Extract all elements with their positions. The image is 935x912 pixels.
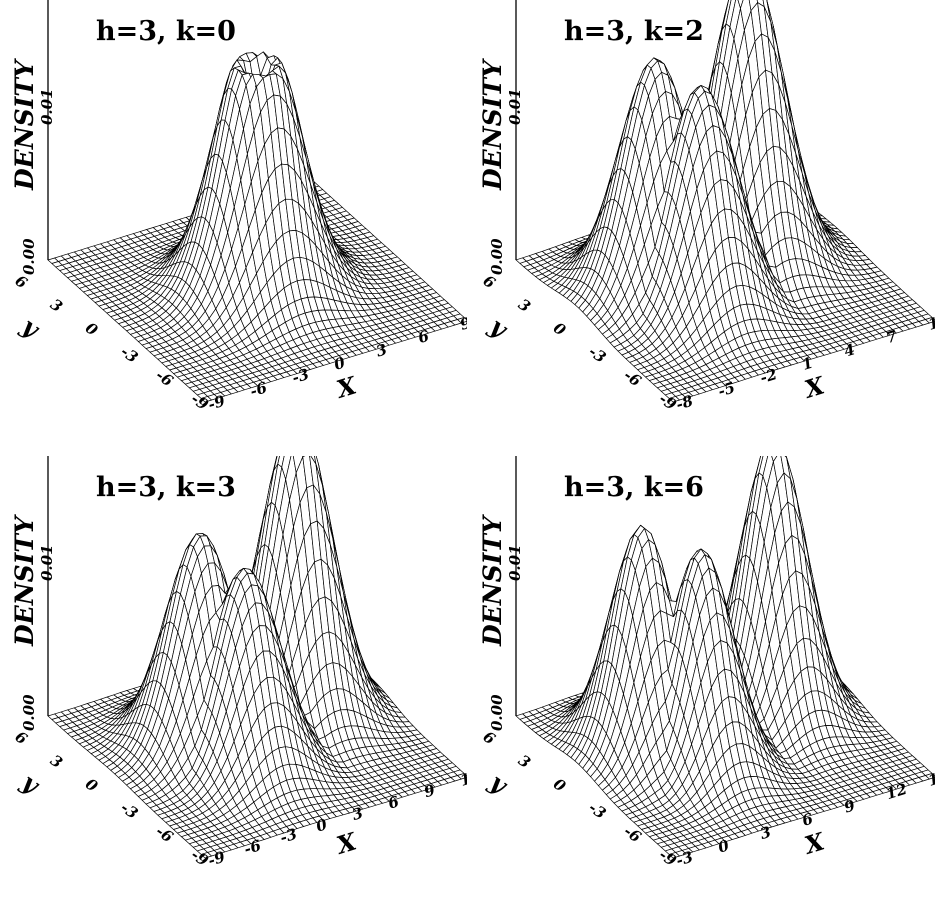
y-tick-label: 0 (82, 775, 101, 796)
z-tick-label: 0.01 (38, 544, 56, 581)
y-tick-label: -3 (585, 342, 609, 366)
y-tick-label: 6 (480, 272, 499, 293)
x-tick-label: -3 (290, 365, 311, 387)
surface-mesh (47, 456, 467, 859)
y-tick-label: 3 (47, 751, 66, 772)
mesh-cell (457, 317, 467, 324)
y-tick-label: 0 (82, 319, 101, 340)
surface-plot-2: h=3, k=2DENSITY0.000.01-8-5-214710630-3-… (478, 0, 935, 414)
mesh-cell (277, 456, 285, 468)
z-tick-label: 0.01 (38, 88, 56, 125)
surface-plot-1: h=3, k=0DENSITY0.000.01-9-6-30369630-3-6… (10, 0, 467, 414)
z-axis-label: DENSITY (10, 58, 39, 191)
x-tick-label: 10 (926, 310, 935, 333)
x-tick-label: 12 (458, 767, 467, 790)
z-axis-label: DENSITY (478, 58, 507, 191)
z-tick-label: 0.00 (20, 238, 38, 275)
y-axis-label: y (16, 311, 47, 345)
mesh-cell (457, 773, 467, 780)
x-tick-label: 4 (842, 340, 857, 360)
y-axis-label: y (16, 767, 47, 801)
panel-title: h=3, k=3 (96, 472, 236, 503)
x-tick-label: -2 (758, 365, 779, 387)
surface-panel-3: h=3, k=3 DENSITY 0.00 0.01 -9 -6 -3 0 3 6 9 12 6 3 0 -3… (0, 456, 467, 912)
mesh-cell (737, 0, 744, 9)
y-tick-label: 3 (515, 295, 534, 316)
z-tick-label: 0.01 (506, 88, 524, 125)
y-tick-label: 6 (12, 728, 31, 749)
y-axis-label: y (484, 311, 515, 345)
x-tick-label: 3 (350, 804, 365, 824)
x-tick-label: -9 (206, 848, 228, 870)
surface-panel-2: h=3, k=2 DENSITY 0.00 0.01 -8 -5 -2 1 4 7 10 6 3 0 -3-… (468, 0, 935, 456)
panel-title: h=3, k=0 (96, 16, 236, 47)
z-tick-label: 0.00 (20, 694, 38, 731)
x-axis-label: X (331, 370, 361, 404)
surface-mesh (515, 0, 935, 403)
z-axis-label: DENSITY (10, 514, 39, 647)
x-tick-label: -5 (716, 378, 737, 400)
x-axis-label: X (799, 370, 829, 404)
x-tick-label: -6 (242, 836, 264, 858)
surface-plot-4: h=3, k=6DENSITY0.000.01-303691215630-3-6… (478, 456, 935, 870)
x-tick-label: -6 (248, 378, 270, 400)
surface-mesh (515, 456, 935, 859)
y-tick-label: 3 (47, 295, 66, 316)
y-tick-label: -3 (117, 342, 141, 366)
x-tick-label: -9 (206, 392, 228, 414)
surface-panel-4: h=3, k=6 DENSITY 0.00 0.01 -3 0 3 6 9 12 15 6 3 0 -3 -6… (468, 456, 935, 912)
x-tick-label: -8 (674, 392, 696, 414)
x-tick-label: 1 (800, 354, 815, 374)
mesh-cell (273, 456, 280, 471)
y-tick-label: 6 (12, 272, 31, 293)
x-tick-label: 9 (458, 313, 467, 333)
panel-title: h=3, k=2 (564, 16, 704, 47)
surface-mesh (47, 51, 467, 403)
y-tick-label: 0 (550, 319, 569, 340)
x-tick-label: -3 (278, 825, 299, 847)
surface-panel-1: h=3, k=0 DENSITY 0.00 0.01 -9 -6 -3 0 3 6 9 6 3 0 -3 -6… (0, 0, 467, 456)
y-tick-label: -3 (117, 798, 141, 822)
mesh-cell (925, 317, 935, 324)
mesh-cell (724, 0, 731, 16)
x-axis-label: X (331, 826, 361, 860)
z-tick-label: 0.00 (488, 238, 506, 275)
x-tick-label: 3 (374, 340, 389, 360)
